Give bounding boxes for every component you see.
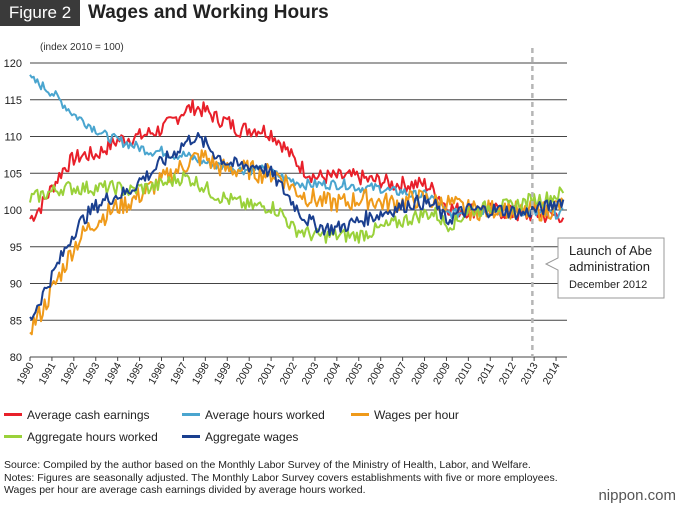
series-line-aggregate-hours-worked bbox=[29, 171, 565, 244]
nippon-logo: nippon.com bbox=[598, 487, 676, 504]
x-tick-label: 2011 bbox=[475, 360, 497, 386]
brand-name: nippon bbox=[598, 487, 644, 504]
x-tick-label: 1996 bbox=[146, 360, 168, 386]
source-line: Source: Compiled by the author based on … bbox=[4, 459, 531, 471]
abe-launch-annotation: Launch of Abe administration December 20… bbox=[544, 237, 665, 299]
notes-line: Notes: Figures are seasonally adjusted. … bbox=[4, 471, 558, 497]
series-line-aggregate-wages bbox=[29, 132, 565, 321]
legend-swatch bbox=[351, 413, 369, 417]
y-tick-label: 80 bbox=[10, 352, 22, 364]
x-tick-label: 2010 bbox=[453, 360, 475, 386]
brand-suffix: .com bbox=[643, 487, 676, 504]
y-tick-label: 120 bbox=[4, 58, 22, 70]
x-tick-label: 2012 bbox=[497, 360, 519, 386]
legend-swatch bbox=[4, 413, 22, 417]
x-tick-label: 1997 bbox=[168, 360, 190, 386]
x-tick-label: 2007 bbox=[387, 360, 409, 386]
x-tick-label: 2005 bbox=[343, 360, 365, 386]
legend-item-wages-per-hour: Wages per hour bbox=[351, 408, 459, 422]
x-tick-label: 1992 bbox=[58, 360, 80, 386]
x-tick-label: 1999 bbox=[212, 360, 234, 386]
y-tick-label: 110 bbox=[4, 132, 22, 144]
y-tick-label: 95 bbox=[10, 242, 22, 254]
y-axis-unit-label: (index 2010 = 100) bbox=[40, 42, 124, 53]
y-tick-label: 105 bbox=[4, 168, 22, 180]
y-tick-label: 100 bbox=[4, 205, 22, 217]
chart-legend: Average cash earnings Average hours work… bbox=[4, 404, 524, 448]
annotation-callout-box bbox=[544, 237, 665, 299]
legend-label: Aggregate wages bbox=[205, 430, 299, 444]
x-tick-label: 2001 bbox=[256, 360, 278, 386]
legend-item-aggregate-hours-worked: Aggregate hours worked bbox=[4, 430, 158, 444]
legend-swatch bbox=[4, 435, 22, 439]
x-tick-label: 2014 bbox=[541, 360, 563, 386]
x-tick-label: 1993 bbox=[80, 360, 102, 386]
x-tick-label: 2000 bbox=[234, 360, 256, 386]
x-tick-label: 1998 bbox=[190, 360, 212, 386]
legend-item-aggregate-wages: Aggregate wages bbox=[182, 430, 298, 444]
y-tick-label: 85 bbox=[10, 315, 22, 327]
annotation-line-2: administration bbox=[569, 259, 650, 274]
x-tick-label: 1995 bbox=[124, 360, 146, 386]
x-tick-label: 2002 bbox=[278, 360, 300, 386]
annotation-line-1: Launch of Abe bbox=[569, 243, 652, 258]
legend-label: Wages per hour bbox=[374, 408, 459, 422]
x-tick-label: 2003 bbox=[299, 360, 321, 386]
series-line-wages-per-hour bbox=[29, 149, 565, 336]
x-tick-label: 2004 bbox=[321, 360, 343, 386]
x-tick-label: 2008 bbox=[409, 360, 431, 386]
x-tick-label: 1994 bbox=[102, 360, 124, 386]
legend-label: Average hours worked bbox=[205, 408, 325, 422]
y-tick-label: 90 bbox=[10, 279, 22, 291]
annotation-line-3: December 2012 bbox=[569, 279, 647, 291]
legend-item-average-hours-worked: Average hours worked bbox=[182, 408, 325, 422]
source-notes: Source: Compiled by the author based on … bbox=[4, 459, 564, 497]
x-tick-label: 1990 bbox=[15, 360, 37, 386]
chart-title: Wages and Working Hours bbox=[88, 2, 329, 23]
y-tick-label: 115 bbox=[4, 95, 22, 107]
legend-label: Aggregate hours worked bbox=[27, 430, 158, 444]
legend-swatch bbox=[182, 413, 200, 417]
x-tick-label: 2009 bbox=[431, 360, 453, 386]
x-tick-label: 2013 bbox=[519, 360, 541, 386]
figure-label: Figure 2 bbox=[0, 0, 80, 26]
legend-item-average-cash-earnings: Average cash earnings bbox=[4, 408, 150, 422]
legend-swatch bbox=[182, 435, 200, 439]
x-tick-label: 2006 bbox=[365, 360, 387, 386]
legend-label: Average cash earnings bbox=[27, 408, 150, 422]
x-tick-label: 1991 bbox=[36, 360, 58, 386]
